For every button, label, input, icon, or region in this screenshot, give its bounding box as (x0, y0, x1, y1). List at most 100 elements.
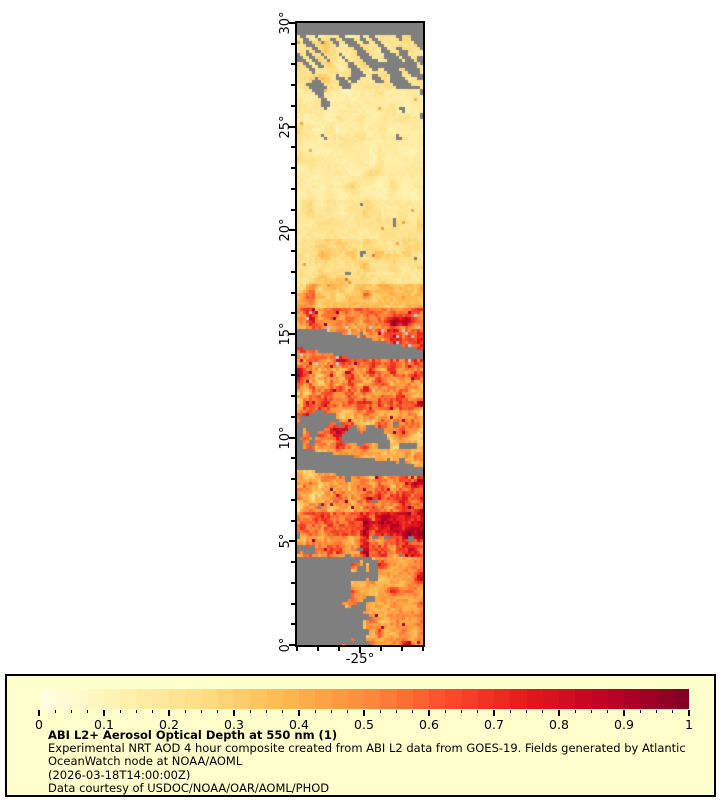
colorbar-block (494, 689, 511, 709)
colorbar-tick-label-0.7: 0.7 (484, 717, 504, 732)
y-axis-label-0: 0° (278, 637, 293, 653)
colorbar-tick (233, 710, 235, 716)
colorbar-tick-label-0.9: 0.9 (614, 717, 634, 732)
legend-line-2: OceanWatch node at NOAA/AOML (48, 754, 243, 769)
colorbar-block (542, 689, 559, 709)
colorbar-tick (444, 710, 446, 713)
colorbar-block (104, 689, 121, 709)
colorbar-block (299, 689, 316, 709)
colorbar-tick (656, 710, 657, 713)
colorbar-tick-label-0.3: 0.3 (224, 717, 244, 732)
colorbar-tick (201, 710, 202, 713)
y-axis-tick (291, 602, 295, 605)
colorbar-tick (217, 710, 219, 713)
colorbar-tick (412, 710, 414, 713)
x-axis-tick (380, 647, 382, 651)
colorbar-tick-label-0.4: 0.4 (289, 717, 309, 732)
legend-box: 0 0.1 0.2 0.3 0.4 0.5 0.6 0.7 0.8 0.9 1 ABI L2+ Ae… (5, 674, 716, 797)
x-axis-tick (338, 647, 340, 651)
colorbar-tick (54, 710, 56, 713)
colorbar-tick (168, 710, 170, 716)
y-axis-tick (291, 561, 295, 564)
y-axis-tick (291, 63, 295, 66)
x-axis-tick (422, 647, 424, 651)
legend-title: ABI L2+ Aerosol Optical Depth at 550 nm … (48, 728, 338, 742)
colorbar-tick (249, 710, 251, 713)
y-axis-tick (291, 395, 295, 398)
x-axis-tick (296, 647, 298, 651)
colorbar-block (55, 689, 72, 709)
colorbar-tick (266, 710, 267, 713)
colorbar-tick (363, 710, 365, 716)
colorbar-tick (477, 710, 479, 713)
colorbar-block (412, 689, 429, 709)
colorbar-tick (688, 710, 690, 716)
colorbar-block (640, 689, 657, 709)
colorbar-tick-label-1: 1 (685, 717, 693, 732)
colorbar-block (87, 689, 104, 709)
colorbar-block (396, 689, 413, 709)
y-axis-tick (291, 250, 295, 253)
y-axis-tick (289, 644, 295, 646)
colorbar-block (607, 689, 624, 709)
colorbar-block (429, 689, 446, 709)
colorbar-block (266, 689, 283, 709)
y-axis-tick (291, 498, 295, 501)
y-axis-tick (291, 312, 295, 315)
colorbar-tick (282, 710, 284, 713)
y-axis-tick (291, 146, 295, 149)
colorbar-tick (331, 710, 332, 713)
legend-line-4: Data courtesy of USDOC/NOAA/OAR/AOML/PHO… (48, 780, 330, 795)
colorbar-block (672, 689, 689, 709)
colorbar-block (591, 689, 608, 709)
colorbar-tick-label-0.1: 0.1 (94, 717, 114, 732)
colorbar-tick (314, 710, 316, 713)
y-axis-label-25: 25° (278, 115, 293, 139)
colorbar-block (559, 689, 576, 709)
colorbar-block (656, 689, 673, 709)
y-axis-tick (291, 84, 295, 87)
x-axis-tick (359, 647, 361, 653)
colorbar-block (364, 689, 381, 709)
colorbar-block (624, 689, 641, 709)
y-axis-label-30: 30° (278, 11, 293, 35)
colorbar-block (71, 689, 88, 709)
colorbar-block (39, 689, 56, 709)
y-axis-tick (291, 104, 295, 107)
colorbar-tick (136, 710, 137, 713)
y-axis-label-20: 20° (278, 218, 293, 242)
colorbar-tick (672, 710, 674, 713)
y-axis-tick (291, 270, 295, 273)
y-axis-tick (289, 540, 295, 543)
colorbar-tick (542, 710, 544, 713)
colorbar-tick (526, 710, 527, 713)
colorbar-tick-label-0.2: 0.2 (159, 717, 179, 732)
colorbar-block (347, 689, 364, 709)
y-axis-label-15: 15° (278, 322, 293, 346)
y-axis-tick (289, 125, 295, 128)
colorbar-tick (119, 710, 121, 713)
colorbar-tick (607, 710, 609, 713)
legend-line-3: (2026-03-18T14:00:00Z) (48, 767, 191, 782)
colorbar-tick (639, 710, 641, 713)
colorbar-tick (152, 710, 154, 713)
colorbar-tick (379, 710, 381, 713)
y-axis-tick (289, 22, 295, 24)
colorbar-tick (461, 710, 462, 713)
colorbar-block (234, 689, 251, 709)
y-axis-tick (291, 187, 295, 190)
colorbar-block (315, 689, 332, 709)
colorbar-tick (38, 710, 40, 716)
colorbar-tick (493, 710, 495, 716)
colorbar-block (120, 689, 137, 709)
colorbar-block (461, 689, 478, 709)
colorbar-block (152, 689, 169, 709)
y-axis-tick (291, 581, 295, 584)
colorbar-block (477, 689, 494, 709)
colorbar-tick-label-0.6: 0.6 (419, 717, 439, 732)
colorbar-block (217, 689, 234, 709)
legend-description: Experimental NRT AOD 4 hour composite cr… (48, 742, 698, 795)
y-axis-tick (291, 519, 295, 522)
colorbar-tick (428, 710, 430, 716)
y-axis-tick (291, 42, 295, 45)
